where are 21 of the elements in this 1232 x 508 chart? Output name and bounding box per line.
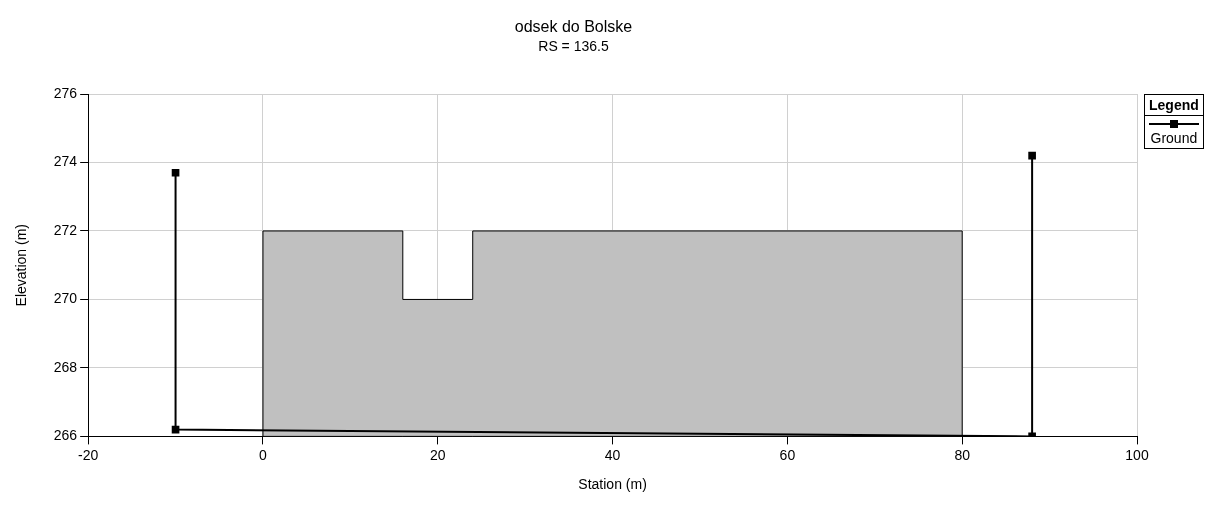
y-tick-label: 266 xyxy=(53,427,78,444)
x-axis-title: Station (m) xyxy=(578,476,647,493)
x-tick-label: 80 xyxy=(954,446,971,463)
y-axis-title: Elevation (m) xyxy=(13,223,30,307)
x-tick-label: -20 xyxy=(78,446,99,463)
x-tick-label: 20 xyxy=(429,446,446,463)
chart-title: odsek do Bolske xyxy=(514,18,633,36)
y-tick-label: 274 xyxy=(53,153,78,170)
x-tick-label: 0 xyxy=(259,446,268,463)
y-tick-label: 270 xyxy=(53,290,78,307)
x-tick-label: 100 xyxy=(1125,446,1149,463)
chart-subtitle: RS = 136.5 xyxy=(538,38,609,55)
x-tick-label: 40 xyxy=(604,446,621,463)
y-tick-label: 268 xyxy=(53,358,78,375)
point xyxy=(171,168,180,177)
legend-label: Ground xyxy=(1149,130,1199,146)
y-tick-label: 276 xyxy=(53,84,78,101)
point xyxy=(1028,151,1036,160)
y-tick-label: 272 xyxy=(53,221,78,238)
x-tick-label: 60 xyxy=(779,446,796,463)
legend-title: Legend xyxy=(1145,95,1203,116)
